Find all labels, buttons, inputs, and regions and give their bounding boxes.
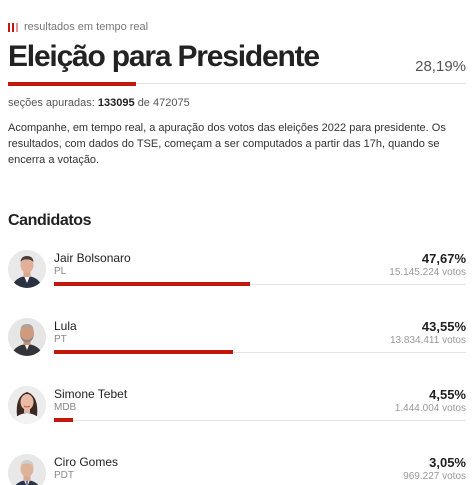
- person-photo-icon: [8, 250, 46, 288]
- candidate-percent: 47,67%: [421, 251, 466, 266]
- candidate-name: Ciro Gomes: [54, 455, 119, 469]
- candidate-votes: 1.444.004 votos: [394, 403, 466, 414]
- candidate-avatar: [8, 386, 46, 424]
- candidate-party: PT: [54, 334, 67, 345]
- counting-progress-track: [8, 83, 466, 84]
- live-bars-icon: [8, 22, 18, 32]
- sections-label: seções apuradas:: [8, 97, 95, 109]
- live-indicator: resultados em tempo real: [8, 21, 148, 33]
- candidate-bar-fill: [54, 282, 250, 286]
- percent-counted: 28,19%: [415, 58, 466, 75]
- candidate-row[interactable]: Lula PT 43,55% 13.834.411 votos: [8, 318, 466, 368]
- live-label: resultados em tempo real: [24, 21, 149, 33]
- candidate-row[interactable]: Simone Tebet MDB 4,55% 1.444.004 votos: [8, 386, 466, 436]
- candidate-votes: 969.227 votos: [403, 471, 466, 482]
- candidate-bar-fill: [54, 418, 73, 422]
- counting-progress-fill: [8, 82, 136, 86]
- candidates-heading: Candidatos: [8, 212, 92, 229]
- candidate-name: Lula: [54, 319, 77, 333]
- candidate-row[interactable]: Jair Bolsonaro PL 47,67% 15.145.224 voto…: [8, 250, 466, 300]
- candidate-votes: 15.145.224 votos: [389, 267, 466, 278]
- person-photo-icon: [8, 454, 46, 485]
- candidate-percent: 3,05%: [429, 455, 466, 470]
- candidate-party: PDT: [54, 470, 74, 481]
- candidate-avatar: [8, 318, 46, 356]
- candidate-avatar: [8, 250, 46, 288]
- sections-of: de: [137, 97, 150, 109]
- person-photo-icon: [8, 386, 46, 424]
- candidate-bar-fill: [54, 350, 233, 354]
- candidate-bar-track: [54, 420, 466, 421]
- candidate-avatar: [8, 454, 46, 485]
- intro-text: Acompanhe, em tempo real, a apuração dos…: [8, 122, 446, 166]
- candidate-percent: 43,55%: [421, 319, 466, 334]
- candidate-name: Simone Tebet: [54, 387, 128, 401]
- candidate-bar-track: [54, 284, 466, 285]
- page-title: Eleição para Presidente: [8, 40, 320, 73]
- candidate-party: MDB: [54, 402, 77, 413]
- candidate-votes: 13.834.411 votos: [390, 335, 466, 346]
- candidate-party: PL: [54, 266, 67, 277]
- sections-counted-value: 133095: [97, 97, 135, 109]
- candidate-percent: 4,55%: [429, 387, 466, 402]
- candidate-row[interactable]: Ciro Gomes PDT 3,05% 969.227 votos: [8, 454, 466, 485]
- sections-total: 472075: [153, 97, 190, 109]
- candidate-name: Jair Bolsonaro: [54, 251, 131, 265]
- person-photo-icon: [8, 318, 46, 356]
- sections-counted: seções apuradas: 133095 de 472075: [8, 97, 190, 109]
- candidate-bar-track: [54, 352, 466, 353]
